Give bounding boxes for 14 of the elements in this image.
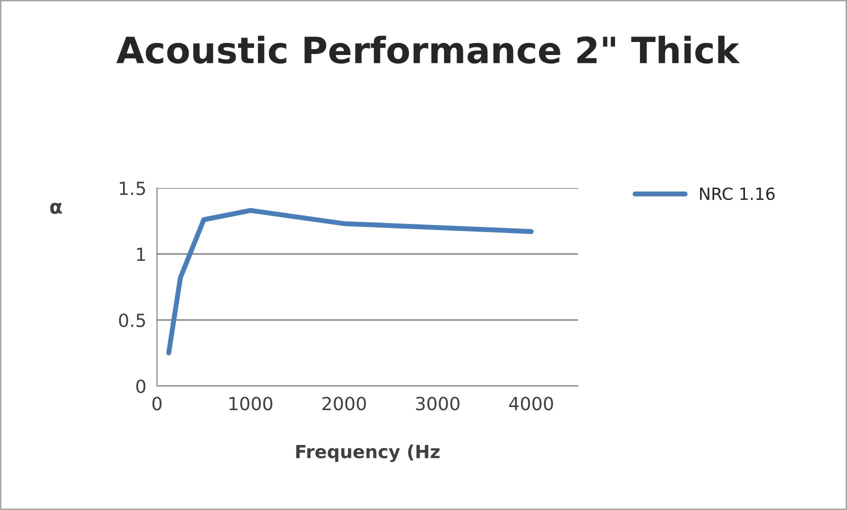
y-axis-title: α bbox=[50, 202, 62, 214]
x-tick-label: 1000 bbox=[230, 396, 272, 410]
line-series bbox=[166, 208, 534, 356]
y-tick-label: 0 bbox=[136, 379, 146, 394]
x-tick-label: 2000 bbox=[322, 396, 366, 410]
x-axis-title: Frequency (Hz bbox=[296, 444, 440, 462]
x-tick-label: 4000 bbox=[509, 396, 553, 410]
y-tick-label: 0.5 bbox=[119, 313, 146, 328]
y-tick-label: 1.5 bbox=[120, 182, 146, 196]
legend-label: NRC 1.16 bbox=[700, 187, 775, 200]
x-tick-label: 3000 bbox=[416, 396, 460, 410]
chart-title: Acoustic Performance 2" Thick bbox=[116, 36, 740, 64]
x-tick-label: 0 bbox=[152, 396, 162, 410]
y-tick-label: 1 bbox=[137, 248, 145, 261]
